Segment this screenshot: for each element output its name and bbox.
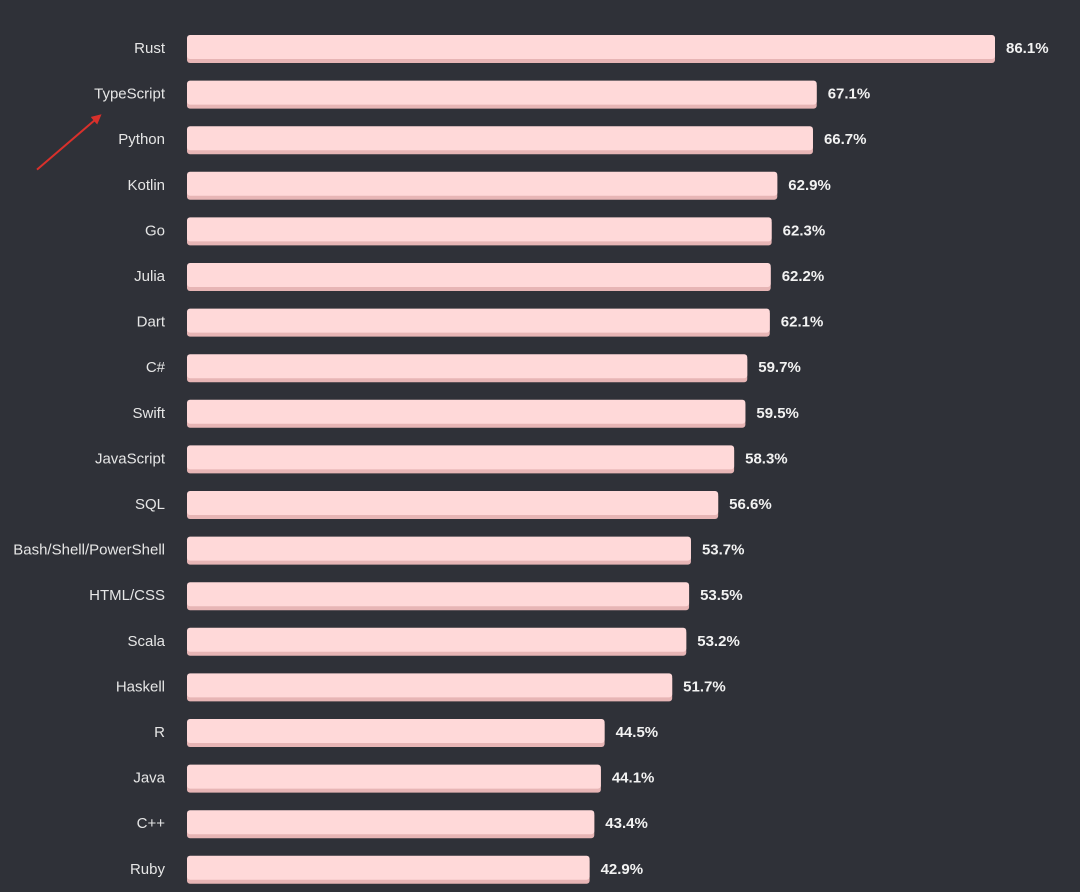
bar-html-css bbox=[187, 582, 690, 607]
bar-swift bbox=[187, 399, 746, 424]
value-label-c: 59.7% bbox=[758, 359, 801, 376]
bar-go bbox=[187, 217, 772, 242]
value-label-javascript: 58.3% bbox=[745, 450, 788, 467]
value-label-r: 44.5% bbox=[616, 724, 659, 741]
value-label-kotlin: 62.9% bbox=[788, 177, 831, 194]
bars-layer bbox=[187, 35, 995, 884]
value-label-html-css: 53.5% bbox=[700, 587, 743, 604]
value-label-julia: 62.2% bbox=[782, 268, 825, 285]
bar-c bbox=[187, 354, 748, 379]
category-label-bash-shell-powershell: Bash/Shell/PowerShell bbox=[13, 542, 165, 559]
bar-dart bbox=[187, 308, 770, 333]
bar-python bbox=[187, 126, 813, 151]
category-label-ruby: Ruby bbox=[130, 861, 166, 878]
bar-java bbox=[187, 764, 601, 789]
bar-rust bbox=[187, 35, 995, 59]
category-label-julia: Julia bbox=[134, 268, 166, 285]
annotation-layer bbox=[36, 114, 102, 171]
value-label-ruby: 42.9% bbox=[601, 861, 644, 878]
category-label-python: Python bbox=[118, 131, 165, 148]
value-label-c: 43.4% bbox=[605, 815, 648, 832]
bar-typescript bbox=[187, 80, 817, 105]
value-label-swift: 59.5% bbox=[756, 405, 799, 422]
category-label-html-css: HTML/CSS bbox=[89, 587, 165, 604]
bar-kotlin bbox=[187, 171, 778, 196]
value-label-go: 62.3% bbox=[783, 222, 826, 239]
value-label-python: 66.7% bbox=[824, 131, 867, 148]
category-label-scala: Scala bbox=[127, 633, 165, 650]
bar-c bbox=[187, 810, 595, 835]
category-label-r: R bbox=[154, 724, 165, 741]
value-labels-layer: 86.1% 67.1% 66.7% 62.9% 62.3% 62.2% 62.1% 59.7%… bbox=[601, 40, 1049, 878]
bar-julia bbox=[187, 263, 771, 287]
annotation-arrow bbox=[36, 114, 102, 171]
bar-r bbox=[187, 719, 605, 743]
category-label-haskell: Haskell bbox=[116, 678, 165, 695]
bar-haskell bbox=[187, 673, 673, 698]
bar-javascript bbox=[187, 445, 735, 470]
value-label-bash-shell-powershell: 53.7% bbox=[702, 542, 745, 559]
value-label-java: 44.1% bbox=[612, 770, 655, 787]
category-label-rust: Rust bbox=[134, 40, 166, 57]
category-label-c: C++ bbox=[137, 815, 166, 832]
category-label-java: Java bbox=[133, 770, 165, 787]
bar-ruby bbox=[187, 855, 590, 880]
value-label-scala: 53.2% bbox=[697, 633, 740, 650]
category-label-dart: Dart bbox=[137, 314, 166, 331]
value-label-typescript: 67.1% bbox=[828, 86, 871, 103]
category-label-kotlin: Kotlin bbox=[127, 177, 165, 194]
category-labels-layer: Rust TypeScript Python Kotlin Go Julia Dart C# S… bbox=[13, 40, 166, 878]
bar-scala bbox=[187, 627, 687, 652]
bar-bash-shell-powershell bbox=[187, 536, 691, 561]
value-label-dart: 62.1% bbox=[781, 314, 824, 331]
category-label-javascript: JavaScript bbox=[95, 450, 166, 467]
bar-sql bbox=[187, 491, 719, 515]
value-label-haskell: 51.7% bbox=[683, 678, 726, 695]
value-label-rust: 86.1% bbox=[1006, 40, 1049, 57]
value-label-sql: 56.6% bbox=[729, 496, 772, 513]
category-label-swift: Swift bbox=[132, 405, 165, 422]
category-label-go: Go bbox=[145, 222, 165, 239]
category-label-c: C# bbox=[146, 359, 166, 376]
category-label-typescript: TypeScript bbox=[94, 86, 166, 103]
category-label-sql: SQL bbox=[135, 496, 165, 513]
